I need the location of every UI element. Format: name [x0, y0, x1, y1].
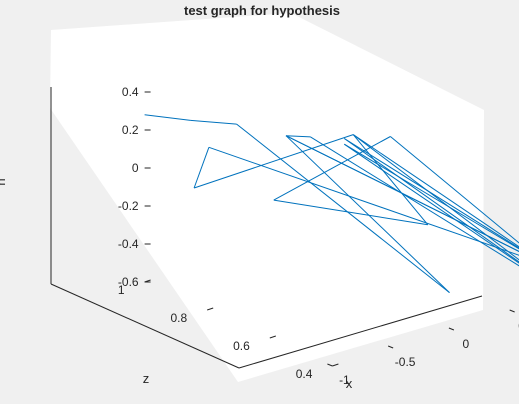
chart-title: test graph for hypothesis: [184, 3, 340, 18]
series-line-segment: [285, 135, 311, 138]
series-line-segment: [344, 138, 519, 249]
h-tick-label: -0.2: [118, 199, 139, 213]
plot-area: [144, 114, 519, 293]
z-tick-label: 0.4: [296, 367, 313, 381]
tick-marks: [144, 91, 515, 367]
series-line-segment: [273, 136, 391, 201]
h-tick-label: -0.6: [118, 275, 139, 289]
series-line-segment: [193, 147, 210, 189]
series-line-segment: [208, 146, 519, 256]
x-tick-label: -0.5: [395, 355, 416, 369]
z-tick: [144, 279, 151, 283]
series-line-segment: [273, 199, 428, 226]
x-tick-label: -1: [339, 373, 350, 387]
series-line-segment: [390, 136, 519, 244]
x-axis-label: x: [346, 376, 353, 391]
x-tick: [509, 309, 515, 313]
z-tick-label: 1: [118, 283, 125, 297]
series-line-segment: [344, 138, 519, 263]
x-tick: [448, 327, 455, 331]
series-line-segment: [144, 114, 191, 121]
z-tick: [332, 363, 339, 367]
series-line-segment: [193, 134, 354, 189]
series-line-segment: [352, 134, 519, 261]
h-tick-label: -0.4: [118, 237, 139, 251]
x-axis-line: [238, 295, 483, 369]
series-line-segment: [344, 143, 519, 264]
z-axis-line: [50, 283, 240, 369]
h-tick-label: 0: [132, 161, 139, 175]
h-axis-label: h: [0, 178, 8, 185]
h-tick-label: 0.2: [122, 123, 139, 137]
x-tick: [327, 363, 333, 367]
series-line-segment: [352, 134, 519, 248]
series-line-segment: [285, 135, 450, 293]
series-line-segment: [285, 135, 519, 252]
x-tick: [387, 345, 394, 349]
z-axis-label: z: [143, 371, 150, 386]
z-tick-label: 0.6: [233, 339, 250, 353]
series-line-segment: [190, 119, 237, 125]
tick-labels: -0.6-0.4-0.200.20.40.40.60.81-1-0.500.51: [118, 85, 519, 387]
x-tick-label: 0: [463, 337, 470, 351]
series-line-segment: [344, 143, 519, 250]
z-tick: [207, 307, 214, 311]
series-line-segment: [236, 123, 450, 293]
axes-lines: [50, 87, 483, 369]
z-tick: [269, 335, 276, 339]
series-line-segment: [310, 136, 519, 267]
h-tick-label: 0.4: [122, 85, 139, 99]
axes-background: [50, 13, 484, 382]
z-tick-label: 0.8: [171, 311, 188, 325]
